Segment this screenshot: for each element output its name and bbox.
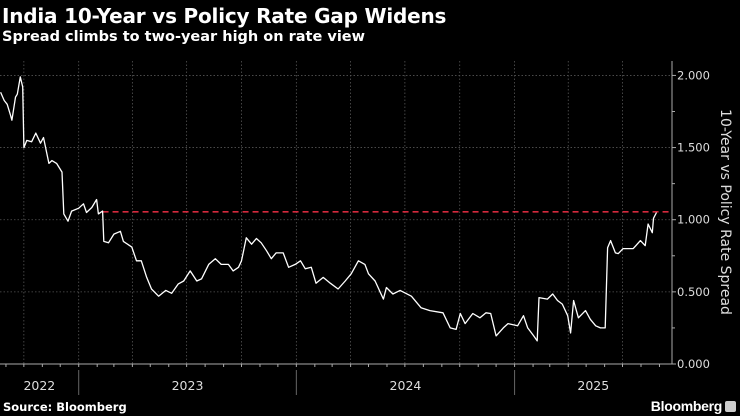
bloomberg-terminal-icon: [725, 401, 736, 412]
x-tick-label: 2024: [390, 378, 422, 393]
x-tick-label: 2025: [577, 378, 609, 393]
x-tick-labels: 2022 2023 2024 2025: [23, 378, 609, 393]
x-tick-label: 2023: [172, 378, 204, 393]
source-note: Source: Bloomberg: [3, 400, 127, 414]
chart-subtitle: Spread climbs to two-year high on rate v…: [2, 29, 366, 45]
y-tick-label: 1.000: [677, 213, 710, 227]
y-axis-label: 10-Year vs Policy Rate Spread: [717, 109, 733, 315]
y-tick-labels: 0.000 0.500 1.000 1.500 2.000: [677, 68, 710, 371]
bloomberg-logo: Bloomberg: [650, 398, 723, 414]
y-tick-label: 0.000: [677, 357, 710, 371]
x-tick-label: 2022: [23, 378, 55, 393]
y-tick-label: 1.500: [677, 141, 710, 155]
y-tick-label: 0.500: [677, 285, 710, 299]
y-tick-label: 2.000: [677, 68, 710, 82]
series-line: [0, 76, 658, 342]
axes: [0, 61, 676, 395]
chart-title: India 10-Year vs Policy Rate Gap Widens: [2, 4, 447, 28]
